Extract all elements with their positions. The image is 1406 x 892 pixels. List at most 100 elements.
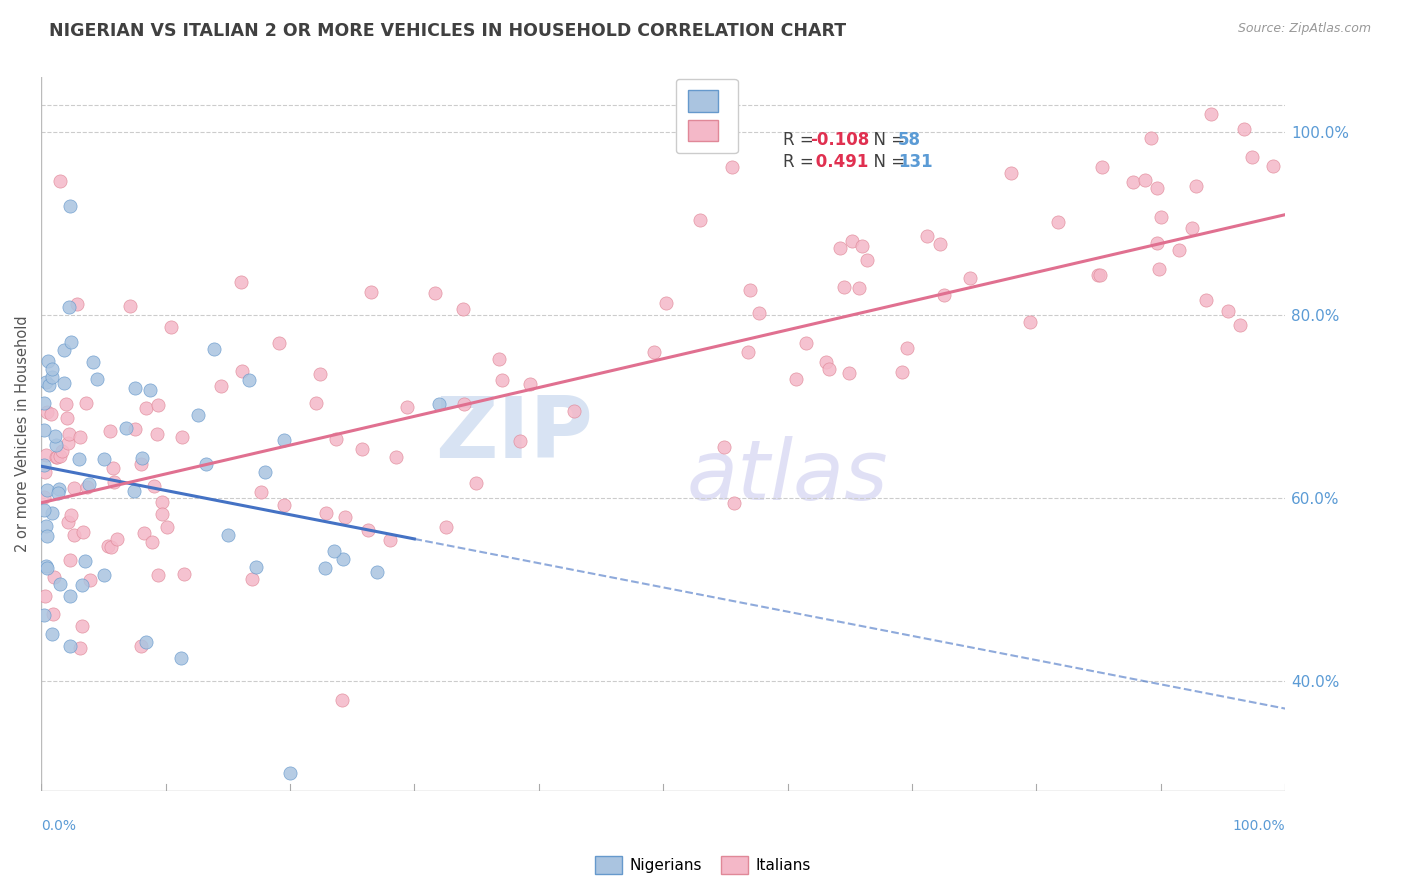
Text: 0.491: 0.491 bbox=[810, 153, 869, 170]
Point bbox=[63, 481, 86, 495]
Point bbox=[333, 509, 356, 524]
Point bbox=[45, 450, 67, 464]
Point bbox=[46, 485, 69, 500]
Point bbox=[49, 449, 72, 463]
Point bbox=[58, 301, 80, 315]
Point bbox=[464, 475, 486, 490]
Point bbox=[915, 229, 938, 244]
Point bbox=[73, 554, 96, 568]
Point bbox=[37, 529, 59, 543]
Point bbox=[49, 576, 72, 591]
Point bbox=[202, 343, 225, 357]
Point bbox=[1019, 316, 1042, 330]
Point bbox=[122, 483, 145, 498]
Point bbox=[273, 498, 295, 512]
Point bbox=[134, 526, 156, 541]
Point bbox=[1233, 122, 1256, 136]
Point bbox=[53, 343, 76, 357]
Point bbox=[76, 480, 98, 494]
Point bbox=[97, 539, 120, 553]
Point bbox=[69, 640, 91, 655]
Point bbox=[238, 373, 260, 387]
Point bbox=[1046, 215, 1069, 229]
Point bbox=[34, 589, 56, 603]
Point bbox=[231, 275, 253, 289]
Point bbox=[1199, 107, 1222, 121]
Point bbox=[32, 607, 55, 622]
Point bbox=[70, 578, 93, 592]
Point bbox=[315, 506, 337, 520]
Point bbox=[314, 561, 336, 575]
Point bbox=[332, 552, 354, 566]
Point bbox=[245, 559, 267, 574]
Text: 0.0%: 0.0% bbox=[41, 820, 76, 833]
Point bbox=[93, 452, 115, 467]
Point bbox=[139, 383, 162, 397]
Text: R =: R = bbox=[783, 153, 818, 170]
Y-axis label: 2 or more Vehicles in Household: 2 or more Vehicles in Household bbox=[15, 316, 30, 552]
Point bbox=[396, 400, 419, 414]
Point bbox=[1146, 235, 1168, 250]
Point bbox=[44, 429, 66, 443]
Point bbox=[794, 335, 817, 350]
Point bbox=[45, 438, 67, 452]
Point bbox=[1000, 166, 1022, 180]
Point bbox=[380, 533, 402, 547]
Point bbox=[32, 503, 55, 517]
Point bbox=[42, 570, 65, 584]
Point bbox=[1133, 173, 1156, 187]
Point bbox=[41, 369, 63, 384]
Point bbox=[427, 397, 450, 411]
Point bbox=[41, 607, 63, 621]
Text: -0.108: -0.108 bbox=[810, 130, 869, 148]
Point bbox=[120, 299, 142, 313]
Point bbox=[55, 396, 77, 410]
Point bbox=[1147, 262, 1170, 277]
Point bbox=[135, 401, 157, 416]
Point bbox=[150, 507, 173, 521]
Point bbox=[56, 436, 79, 450]
Point bbox=[34, 466, 56, 480]
Point bbox=[929, 237, 952, 252]
Point bbox=[785, 372, 807, 386]
Point bbox=[832, 280, 855, 294]
Text: 131: 131 bbox=[898, 153, 932, 170]
Point bbox=[170, 650, 193, 665]
Text: atlas: atlas bbox=[686, 436, 889, 517]
Point bbox=[32, 396, 55, 410]
Point bbox=[37, 405, 59, 419]
Point bbox=[322, 544, 344, 558]
Point bbox=[52, 376, 75, 391]
Point bbox=[35, 519, 58, 533]
Point bbox=[425, 285, 447, 300]
Point bbox=[723, 496, 745, 510]
Point bbox=[172, 430, 194, 444]
Point bbox=[82, 355, 104, 369]
Point bbox=[32, 423, 55, 437]
Point bbox=[34, 458, 56, 472]
Point bbox=[37, 353, 59, 368]
Text: N =: N = bbox=[863, 130, 910, 148]
Point bbox=[748, 306, 770, 320]
Point bbox=[360, 285, 382, 299]
Point bbox=[146, 567, 169, 582]
Point bbox=[217, 527, 239, 541]
Point bbox=[254, 465, 277, 479]
Point bbox=[77, 476, 100, 491]
Point bbox=[100, 540, 122, 554]
Point bbox=[79, 573, 101, 587]
Point bbox=[1140, 131, 1163, 145]
Text: NIGERIAN VS ITALIAN 2 OR MORE VEHICLES IN HOUSEHOLD CORRELATION CHART: NIGERIAN VS ITALIAN 2 OR MORE VEHICLES I… bbox=[49, 22, 846, 40]
Point bbox=[141, 535, 163, 549]
Point bbox=[69, 430, 91, 444]
Point bbox=[655, 296, 678, 310]
Point bbox=[67, 451, 90, 466]
Point bbox=[357, 523, 380, 537]
Point bbox=[828, 241, 851, 255]
Point bbox=[451, 302, 474, 317]
Point bbox=[173, 566, 195, 581]
Point bbox=[75, 395, 97, 409]
Point bbox=[1146, 181, 1168, 195]
Point bbox=[48, 482, 70, 496]
Text: N =: N = bbox=[863, 153, 910, 170]
